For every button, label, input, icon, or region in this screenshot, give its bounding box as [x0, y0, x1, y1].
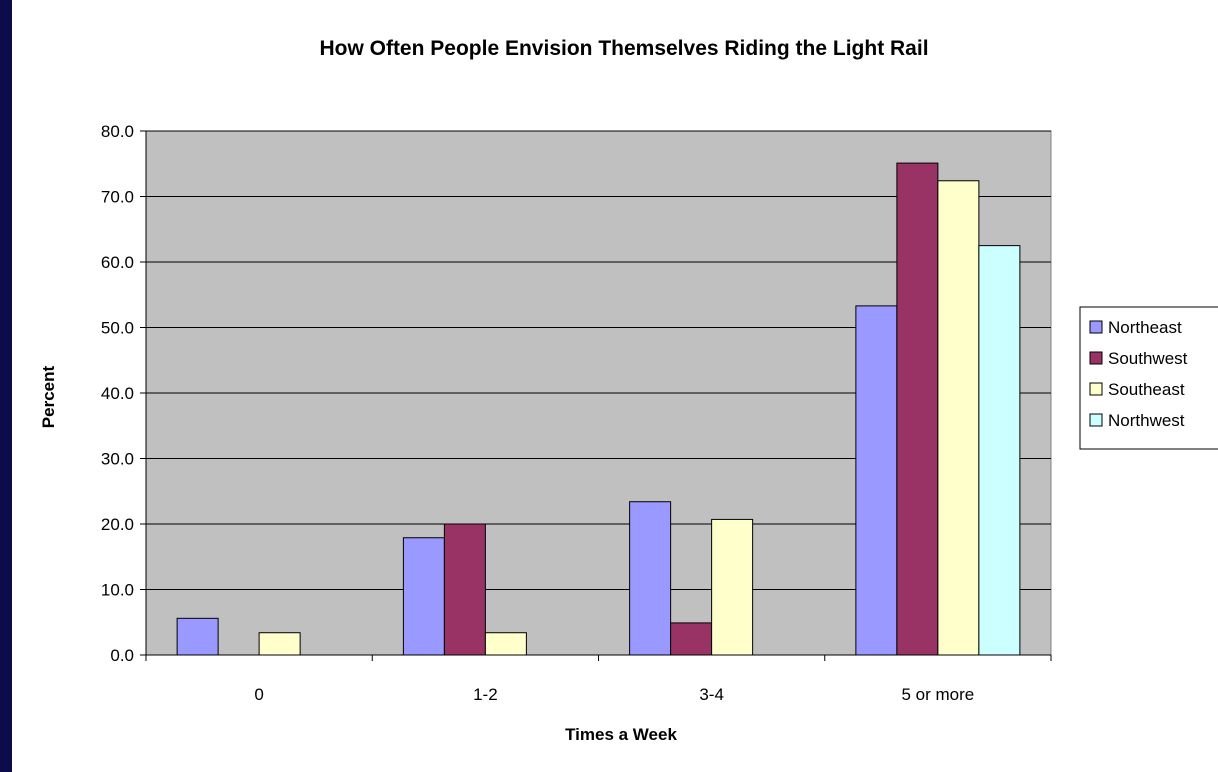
y-tick-label: 40.0	[101, 384, 134, 403]
y-tick-label: 20.0	[101, 515, 134, 534]
bar-northeast	[855, 305, 898, 656]
bar-northeast	[402, 537, 445, 656]
x-tick-label: 1-2	[473, 685, 498, 704]
chart-frame: How Often People Envision Themselves Rid…	[12, 0, 1218, 772]
y-tick-label: 80.0	[101, 122, 134, 141]
y-tick-label: 10.0	[101, 581, 134, 600]
bar-northeast	[629, 501, 672, 656]
legend-swatch-southwest	[1089, 351, 1103, 365]
legend-box	[1079, 306, 1218, 450]
legend-swatch-northwest	[1089, 413, 1103, 427]
legend-label-southeast: Southeast	[1108, 380, 1185, 399]
x-tick-label: 3-4	[699, 685, 724, 704]
y-axis-title: Percent	[39, 365, 58, 428]
legend-label-southwest: Southwest	[1108, 349, 1188, 368]
y-tick-label: 30.0	[101, 450, 134, 469]
bar-southeast	[484, 632, 527, 656]
bar-northeast	[176, 617, 219, 656]
chart-title: How Often People Envision Themselves Rid…	[319, 37, 928, 60]
legend-label-northeast: Northeast	[1108, 318, 1182, 337]
x-axis-title: Times a Week	[565, 725, 677, 744]
y-tick-label: 50.0	[101, 319, 134, 338]
x-tick-label: 0	[254, 685, 263, 704]
bar-southeast	[711, 518, 754, 656]
bar-southeast	[937, 180, 980, 656]
bar-southwest	[896, 162, 939, 656]
y-tick-label: 70.0	[101, 188, 134, 207]
legend-swatch-southeast	[1089, 382, 1103, 396]
y-tick-label: 60.0	[101, 253, 134, 272]
bar-southwest	[670, 622, 713, 656]
x-tick-label: 5 or more	[902, 685, 975, 704]
bar-southwest	[443, 523, 486, 656]
plot-area: 0.0 10.0 20.0 30.0 40.0 50.0 60.0 70.0 80.0 0 1-2 3…	[101, 122, 1052, 704]
bar-northwest	[978, 245, 1021, 656]
y-tick-label: 0.0	[110, 646, 134, 665]
legend-label-northwest: Northwest	[1108, 411, 1185, 430]
bar-southeast	[258, 632, 301, 656]
legend: Northeast Southwest Southeast Northwest	[1079, 306, 1218, 450]
chart: How Often People Envision Themselves Rid…	[39, 37, 1218, 744]
legend-swatch-northeast	[1089, 320, 1103, 334]
